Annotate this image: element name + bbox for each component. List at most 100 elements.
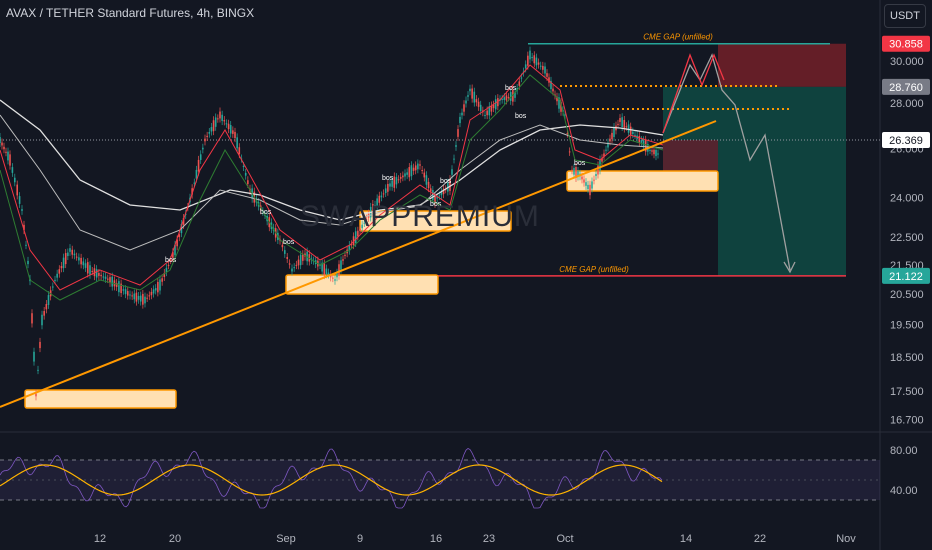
candle-body xyxy=(619,118,621,122)
candle-body xyxy=(459,116,461,124)
candle-body xyxy=(41,314,43,326)
candle-body xyxy=(9,154,11,166)
candle-body xyxy=(60,265,63,269)
candle-body xyxy=(161,278,163,282)
candle-body xyxy=(229,125,232,134)
candle-body xyxy=(43,311,45,316)
candle-body xyxy=(120,283,122,294)
candle-body xyxy=(581,176,583,180)
candle-body xyxy=(227,123,230,130)
x-tick-label: 9 xyxy=(357,533,363,545)
candle-body xyxy=(31,313,33,324)
x-tick-label: Sep xyxy=(276,533,296,545)
x-tick-label: 22 xyxy=(754,533,766,545)
price-axis-label: 26.369 xyxy=(889,135,923,147)
y-tick-label: 22.500 xyxy=(890,232,924,244)
candle-body xyxy=(178,234,181,238)
candle-body xyxy=(327,272,330,275)
candle-body xyxy=(653,149,655,155)
candle-body xyxy=(206,135,208,138)
candle-body xyxy=(473,91,476,103)
candle-body xyxy=(577,170,579,177)
candle-body xyxy=(39,341,41,349)
candle-body xyxy=(169,259,172,261)
bos-label: bos xyxy=(430,201,442,208)
candle-body xyxy=(575,167,577,178)
candle-body xyxy=(438,195,441,197)
candle-body xyxy=(323,263,326,276)
ma-slow-line xyxy=(0,99,664,221)
candle-body xyxy=(69,248,71,252)
candle-body xyxy=(649,149,651,151)
candle-body xyxy=(281,244,284,248)
candle-body xyxy=(393,176,396,188)
candle-body xyxy=(571,169,573,171)
candle-body xyxy=(638,135,641,143)
candle-body xyxy=(0,137,1,143)
currency-button[interactable]: USDT xyxy=(884,4,926,28)
candle-body xyxy=(444,189,447,191)
candle-body xyxy=(299,254,302,266)
candle-body xyxy=(603,153,605,157)
candle-body xyxy=(167,264,170,266)
candle-body xyxy=(154,288,157,291)
candle-body xyxy=(195,169,198,179)
candle-body xyxy=(212,120,215,132)
candle-body xyxy=(129,294,131,296)
candle-body xyxy=(408,167,411,178)
candle-body xyxy=(544,66,546,74)
candle-body xyxy=(199,154,202,160)
candle-body xyxy=(451,169,453,175)
candle-body xyxy=(176,239,178,247)
candle-body xyxy=(609,138,611,142)
candle-body xyxy=(419,164,421,166)
candle-body xyxy=(518,81,521,86)
candle-body xyxy=(560,102,562,112)
price-axis-label-bg xyxy=(882,35,930,52)
candle-body xyxy=(449,179,451,191)
candle-body xyxy=(585,182,587,186)
candle-body xyxy=(148,295,151,297)
candle-body xyxy=(453,158,455,160)
projection-line xyxy=(662,53,791,271)
candle-body xyxy=(122,289,125,291)
watermark: SWAPPREMIUM xyxy=(300,200,540,233)
candle-body xyxy=(629,126,632,135)
candle-body xyxy=(80,257,82,265)
candle-body xyxy=(135,292,138,302)
candle-body xyxy=(297,259,300,266)
candle-body xyxy=(357,230,359,237)
candle-body xyxy=(546,73,548,77)
candle-body xyxy=(597,165,599,175)
projection-red-line xyxy=(662,53,725,134)
y-tick-label: 24.000 xyxy=(890,193,924,205)
candle-body xyxy=(457,129,459,137)
candle-body xyxy=(402,175,404,178)
y-tick-label: 16.700 xyxy=(890,415,924,427)
candle-body xyxy=(354,231,357,244)
candle-body xyxy=(376,198,378,206)
candle-body xyxy=(344,254,346,256)
candle-body xyxy=(291,268,293,272)
candle-body xyxy=(384,188,387,194)
candle-body xyxy=(47,295,50,305)
candle-body xyxy=(142,293,144,305)
candle-body xyxy=(387,183,389,192)
candle-body xyxy=(467,95,469,97)
candle-body xyxy=(5,151,7,153)
x-tick-label: Oct xyxy=(556,533,573,545)
candle-body xyxy=(14,177,16,183)
candle-body xyxy=(109,277,111,283)
candle-body xyxy=(595,174,597,176)
price-axis-label-bg xyxy=(882,267,930,284)
candle-body xyxy=(197,159,200,172)
candle-body xyxy=(509,92,512,101)
chart-title: AVAX / TETHER Standard Futures, 4h, BING… xyxy=(6,6,255,20)
y-tick-label: 18.500 xyxy=(890,352,924,364)
bos-label: bos xyxy=(382,175,394,182)
candle-body xyxy=(484,114,486,116)
candle-body xyxy=(566,133,569,135)
candle-body xyxy=(217,118,219,120)
candle-body xyxy=(131,295,133,297)
